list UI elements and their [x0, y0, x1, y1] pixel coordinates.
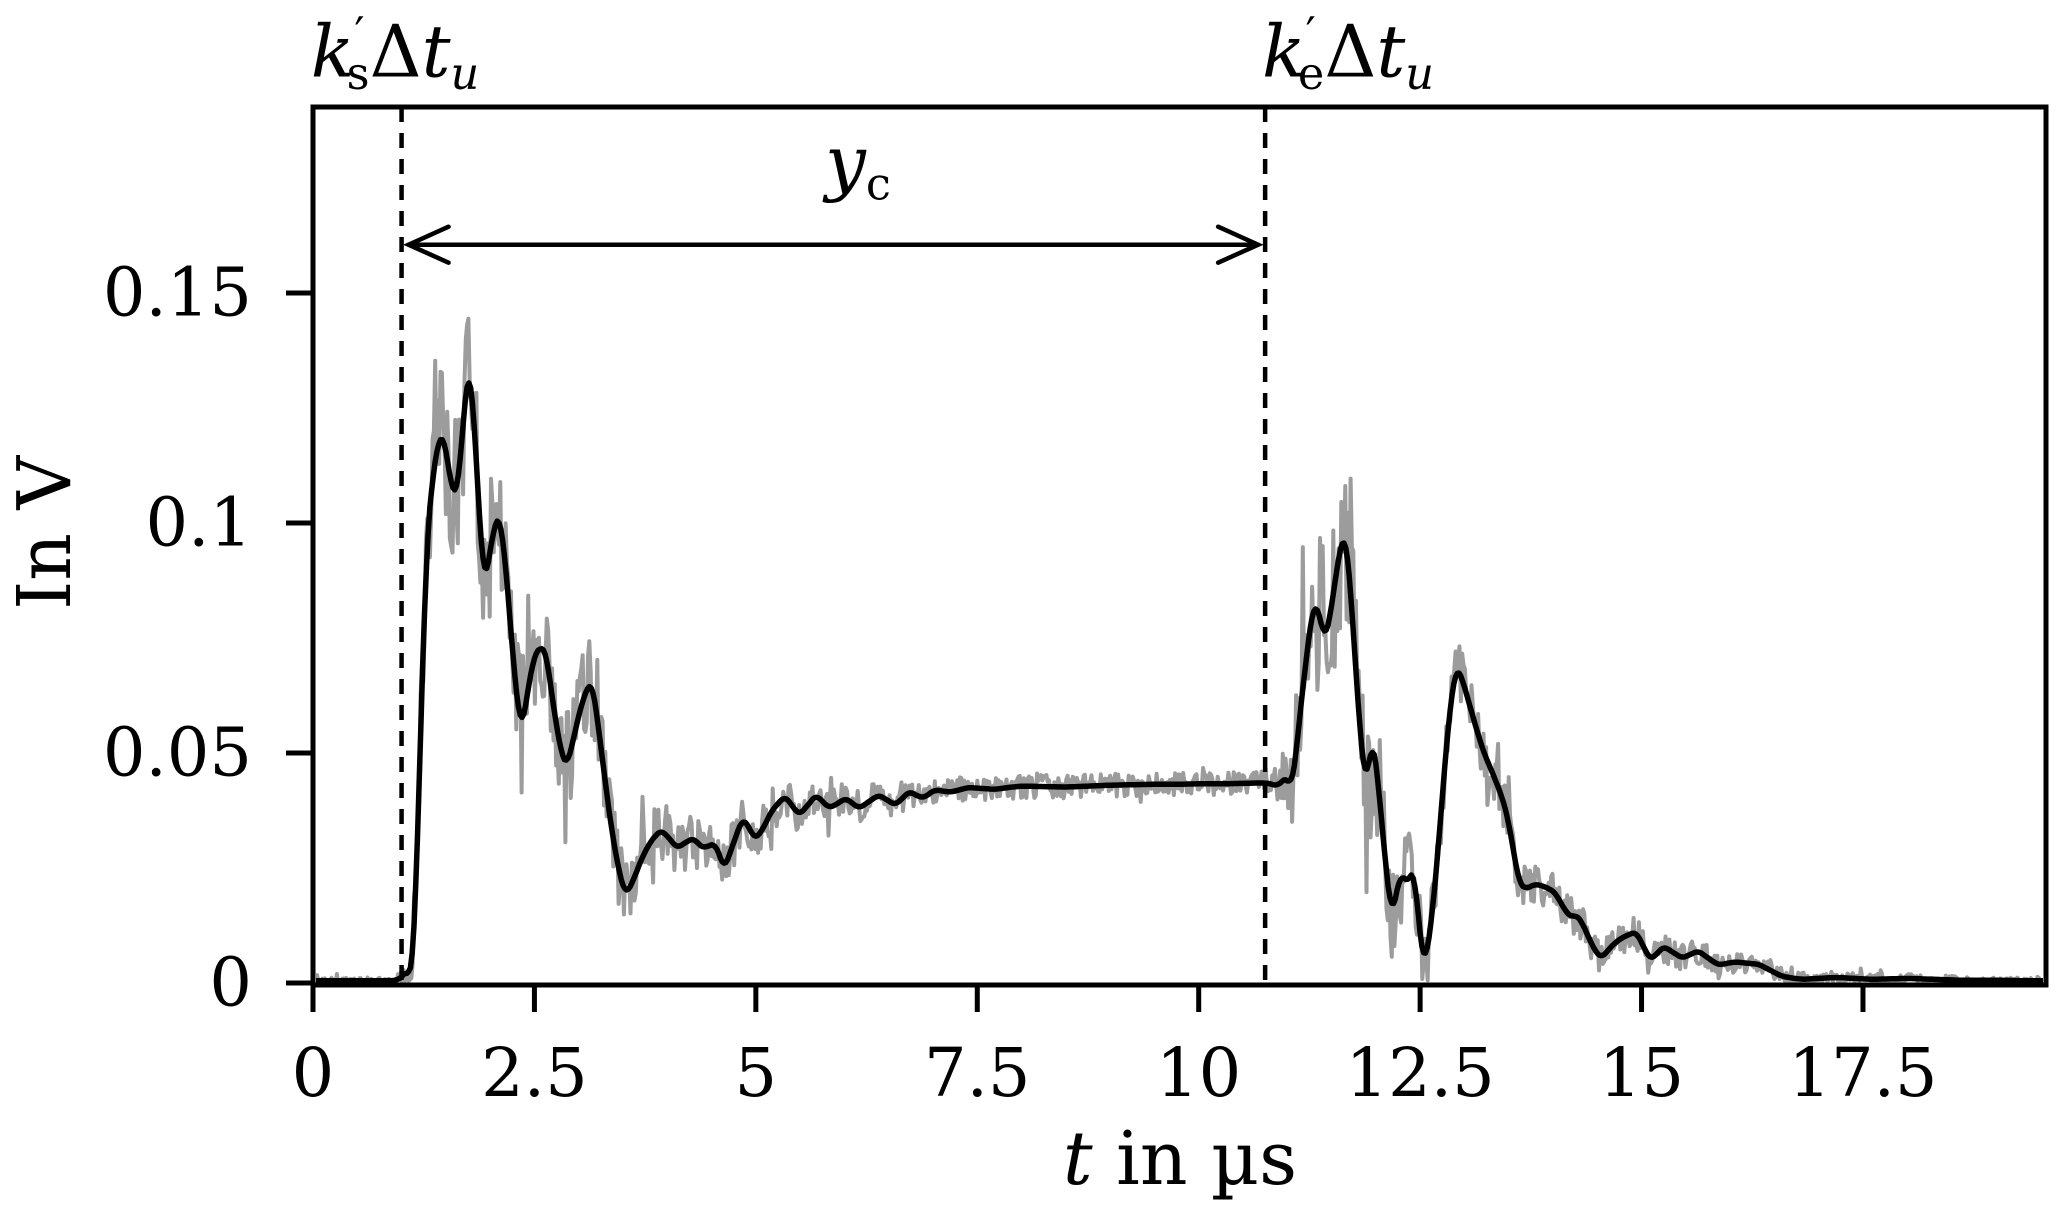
y-tick-label: 0.05 [102, 713, 252, 792]
end-marker-t: t [1376, 9, 1406, 94]
y-tick-label: 0.15 [102, 253, 252, 332]
signal-curves [316, 316, 2043, 984]
x-axis-label-unit: in µs [1092, 1116, 1298, 1202]
end-marker-t-subscript: u [1405, 48, 1435, 101]
x-tick-label: 5 [734, 1034, 778, 1112]
start-marker-k: k [310, 9, 355, 94]
raw-signal-trace [316, 316, 2043, 984]
x-axis-label-variable: t [1062, 1116, 1093, 1202]
end-marker-subscript: e [1297, 48, 1325, 101]
start-marker-subscript: s [346, 48, 370, 101]
start-marker-t-subscript: u [450, 48, 480, 101]
x-axis-label: t in µs [1063, 1122, 1297, 1196]
x-tick-label: 15 [1598, 1034, 1685, 1112]
smoothed-signal-trace [316, 380, 2043, 984]
start-marker-t: t [421, 9, 451, 94]
y-tick-label: 0 [209, 943, 252, 1022]
end-marker-prime: ′ [1305, 8, 1316, 60]
x-tick-label: 17.5 [1788, 1034, 1938, 1112]
x-tick-label: 7.5 [923, 1034, 1031, 1112]
axis-ticks [286, 290, 1866, 1012]
plot-spines [310, 104, 2049, 988]
y-tick-label: 0.1 [145, 483, 252, 562]
start-marker-delta: Δ [369, 9, 422, 94]
end-marker-delta: Δ [1324, 9, 1377, 94]
start-marker-prime: ′ [354, 8, 365, 60]
x-tick-label: 10 [1156, 1034, 1242, 1112]
x-tick-label: 0 [291, 1034, 335, 1112]
x-tick-label: 2.5 [481, 1034, 588, 1112]
x-tick-label: 12.5 [1345, 1034, 1495, 1112]
span-arrow-left-head [403, 224, 451, 265]
end-marker-annotation: k′eΔtu [1262, 12, 1434, 97]
span-label: yc [825, 126, 891, 207]
span-arrow-right-head [1215, 224, 1264, 265]
start-marker-annotation: k′sΔtu [311, 12, 480, 97]
end-marker-k: k [1261, 9, 1306, 94]
span-label-subscript: c [865, 158, 891, 211]
span-label-base: y [825, 120, 866, 204]
marker-lines [399, 107, 1268, 985]
span-arrow [403, 224, 1264, 265]
